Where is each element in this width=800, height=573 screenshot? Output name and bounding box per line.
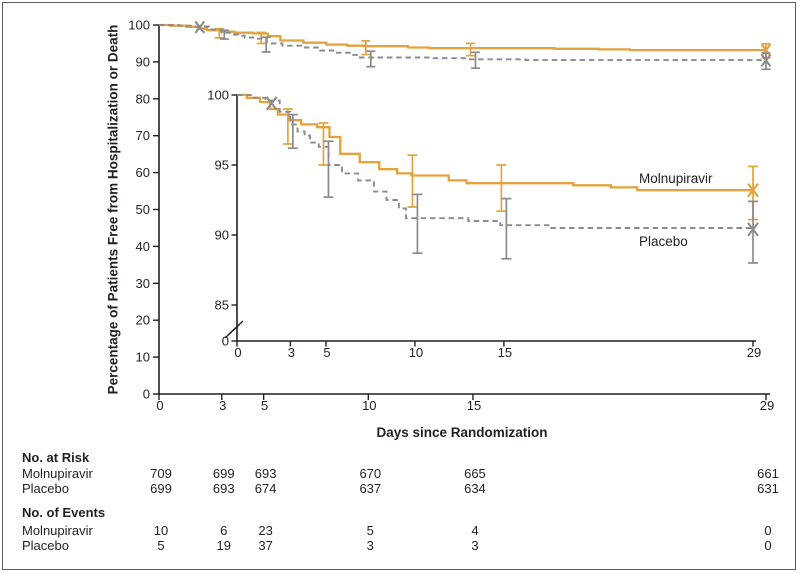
inset-y-tick-label: 90 [215, 228, 229, 243]
placebo-censor-marks [265, 96, 759, 237]
x-tick-label: 0 [156, 398, 163, 413]
y-tick-label: 20 [136, 313, 150, 328]
y-axis-title: Percentage of Patients Free from Hospita… [105, 24, 121, 395]
events-values-molnupiravir: 10 6 23 5 4 0 [0, 523, 800, 539]
at-risk-row-label-molnupiravir: Molnupiravir [22, 466, 93, 481]
at-risk-values-placebo: 699 693 674 637 634 631 [0, 481, 800, 497]
inset-y-tick-label-zero: 0 [222, 334, 229, 349]
placebo-survival-curve [159, 24, 767, 62]
inset-plot: 100 95 90 85 00 3 5 10 15 29 [207, 88, 761, 361]
events-row-label-placebo: Placebo [22, 538, 69, 553]
axis-break-icon [224, 320, 244, 339]
censor-x-mark [747, 222, 759, 237]
censor-x-mark [265, 96, 278, 111]
events-values-placebo: 5 19 37 3 3 0 [0, 538, 800, 554]
x-tick-label: 5 [261, 398, 268, 413]
molnupiravir-error-bars [282, 108, 758, 221]
molnupiravir-error-bars [214, 27, 771, 59]
inset-x-tick-label: 0 [234, 345, 241, 360]
inset-y-tick-label: 85 [215, 298, 229, 313]
molnupiravir-survival-curve [237, 93, 753, 192]
y-tick-label: 70 [136, 128, 150, 143]
y-tick-label: 50 [136, 202, 150, 217]
y-tick-label: 10 [136, 350, 150, 365]
molnupiravir-censor-marks [760, 43, 772, 57]
y-tick-label: 40 [136, 239, 150, 254]
table-value: 693 [254, 466, 277, 481]
table-value: 693 [212, 481, 235, 496]
table-value: 637 [359, 481, 382, 496]
censor-x-mark [194, 20, 206, 34]
table-value: 631 [757, 481, 779, 496]
table-value: 23 [258, 523, 273, 538]
y-tick-label: 100 [128, 18, 150, 33]
censor-x-mark [760, 53, 772, 67]
y-tick-label: 80 [136, 91, 150, 106]
y-tick-label: 90 [136, 54, 150, 69]
molnupiravir-curve-label: Molnupiravir [639, 171, 713, 186]
table-value: 0 [764, 523, 772, 538]
y-tick-label: 0 [143, 387, 150, 402]
table-value: 699 [212, 466, 235, 481]
at-risk-row-label-placebo: Placebo [22, 481, 69, 496]
inset-y-tick-label: 100 [207, 88, 229, 103]
molnupiravir-censor-marks [747, 183, 759, 198]
x-tick-label: 3 [219, 398, 226, 413]
censor-x-mark [760, 43, 772, 57]
placebo-error-bars [287, 113, 758, 264]
table-value: 5 [157, 538, 165, 553]
x-tick-label: 15 [467, 398, 481, 413]
events-row-label-molnupiravir: Molnupiravir [22, 523, 93, 538]
x-tick-label: 29 [760, 398, 774, 413]
table-value: 5 [366, 523, 374, 538]
table-value: 37 [258, 538, 273, 553]
inset-x-tick-label: 29 [747, 345, 761, 360]
table-value: 634 [464, 481, 486, 496]
table-value: 10 [153, 523, 169, 538]
table-value: 709 [150, 466, 172, 481]
y-tick-label: 30 [136, 276, 150, 291]
placebo-censor-marks [194, 20, 772, 67]
events-table-title: No. of Events [22, 505, 106, 520]
table-value: 674 [254, 481, 277, 496]
at-risk-table-title: No. at Risk [22, 450, 90, 465]
censor-x-mark [747, 183, 759, 198]
table-value: 3 [471, 538, 479, 553]
table-value: 661 [757, 466, 779, 481]
inset-y-tick-label: 95 [215, 158, 229, 173]
placebo-survival-curve [237, 94, 754, 230]
inset-x-tick-label: 3 [288, 345, 295, 360]
table-value: 3 [366, 538, 374, 553]
table-value: 699 [150, 481, 172, 496]
table-value: 0 [764, 538, 772, 553]
table-value: 4 [471, 523, 479, 538]
x-tick-label: 10 [362, 398, 376, 413]
table-value: 19 [216, 538, 232, 553]
table-value: 6 [220, 523, 228, 538]
inset-x-tick-label: 10 [409, 345, 423, 360]
x-axis-title: Days since Randomization [376, 425, 548, 440]
y-tick-label: 60 [136, 165, 150, 180]
inset-x-tick-label: 15 [498, 345, 512, 360]
inset-x-tick-label: 5 [323, 345, 330, 360]
at-risk-values-molnupiravir: 709 699 693 670 665 661 [0, 466, 800, 482]
axis-break-slash [224, 324, 240, 339]
placebo-curve-label: Placebo [639, 234, 688, 249]
table-value: 665 [464, 466, 486, 481]
table-value: 670 [359, 466, 382, 481]
